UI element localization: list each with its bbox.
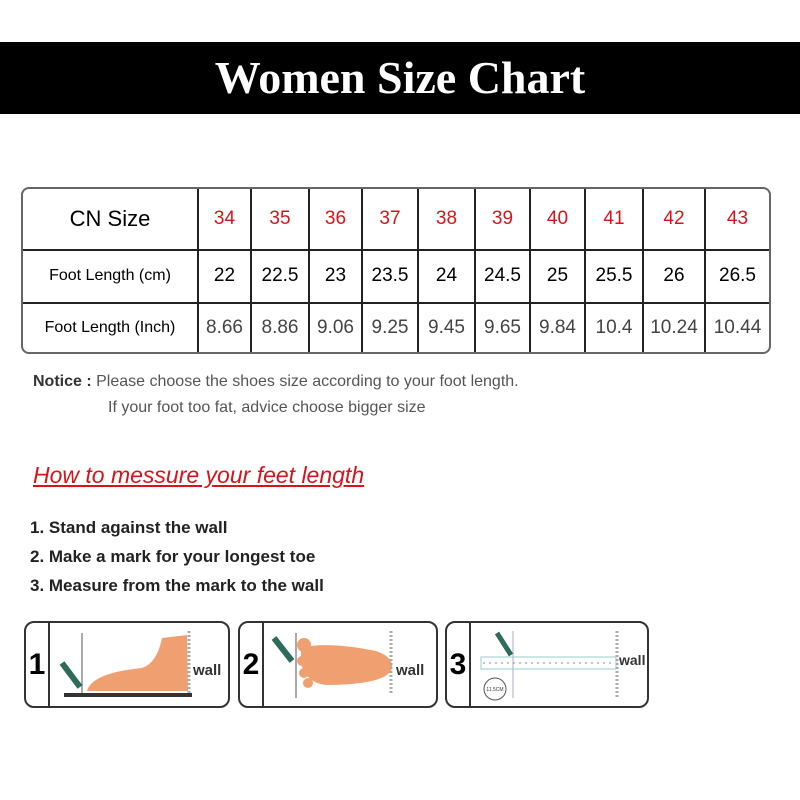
measure-illustration: 11.5CM wall: [480, 631, 645, 701]
step-number: 3: [447, 623, 471, 706]
size-table: CN Size 34 35 36 37 38 39 40 41 42 43 Foot Length (…: [21, 187, 771, 354]
table-cell: 37: [363, 189, 419, 251]
table-cell: 9.06: [310, 303, 363, 352]
table-cell: 39: [476, 189, 531, 251]
table-cell: 25: [531, 250, 586, 304]
table-cell: 34: [199, 189, 252, 251]
table-cell: 8.86: [252, 303, 310, 352]
table-cell: 9.84: [531, 303, 586, 352]
table-cell: 41: [586, 189, 644, 251]
table-cell: 9.45: [419, 303, 476, 352]
table-cell: 22: [199, 250, 252, 304]
table-cell: 43: [706, 189, 769, 251]
step-panel-2: 2 wall: [238, 621, 438, 708]
notice: Notice : Please choose the shoes size ac…: [33, 369, 519, 421]
wall-label: wall: [192, 662, 221, 679]
step-item: 2. Make a mark for your longest toe: [30, 547, 316, 566]
row-label: Foot Length (cm): [23, 250, 199, 304]
how-to-measure-heading: How to messure your feet length: [33, 462, 365, 488]
table-cell: 26: [644, 250, 706, 304]
foot-top-illustration: wall: [271, 631, 424, 698]
table-cell: 36: [310, 189, 363, 251]
step-item: 3. Measure from the mark to the wall: [30, 576, 324, 595]
page-title: Women Size Chart: [0, 42, 800, 114]
table-cell: 35: [252, 189, 310, 251]
table-cell: 9.25: [363, 303, 419, 352]
table-cell: 8.66: [199, 303, 252, 352]
table-cell: 42: [644, 189, 706, 251]
step-panel-1: 1 wall: [24, 621, 230, 708]
step-number: 1: [26, 623, 50, 706]
table-cell: 24: [419, 250, 476, 304]
table-cell: 10.24: [644, 303, 706, 352]
table-cell: 24.5: [476, 250, 531, 304]
step-item: 1. Stand against the wall: [30, 518, 228, 537]
table-cell: 10.44: [713, 316, 762, 338]
step-panel-3: 3 11.5CM wall: [445, 621, 649, 708]
table-cell: 9.65: [476, 303, 531, 352]
table-row: Foot Length (Inch) 8.66 8.86 9.06 9.25 9.45 9.…: [23, 303, 769, 352]
table-cell: 25.5: [586, 250, 644, 304]
table-row: Foot Length (cm) 22 22.5 23 23.5 24 24.5 25 25.5…: [23, 250, 769, 304]
table-cell: 40: [531, 189, 586, 251]
notice-line2: If your foot too fat, advice choose bigg…: [108, 399, 426, 416]
foot-side-illustration: wall: [59, 631, 221, 697]
table-cell: 22.5: [252, 250, 310, 304]
measure-label: 11.5CM: [486, 687, 503, 693]
table-row: CN Size 34 35 36 37 38 39 40 41 42 43: [23, 189, 769, 251]
steps-list: 1. Stand against the wall 2. Make a mark…: [30, 513, 324, 600]
table-cell: 23.5: [363, 250, 419, 304]
wall-label: wall: [395, 662, 424, 679]
table-cell: 10.4: [586, 303, 644, 352]
row-label: Foot Length (Inch): [23, 303, 199, 352]
table-cell: 26.5: [706, 251, 769, 304]
step-number: 2: [240, 623, 264, 706]
wall-label: wall: [618, 652, 645, 668]
table-cell: 38: [419, 189, 476, 251]
notice-label: Notice :: [33, 373, 92, 390]
notice-line1: Please choose the shoes size according t…: [96, 373, 519, 390]
table-cell: 23: [310, 250, 363, 304]
row-label: CN Size: [23, 189, 199, 251]
